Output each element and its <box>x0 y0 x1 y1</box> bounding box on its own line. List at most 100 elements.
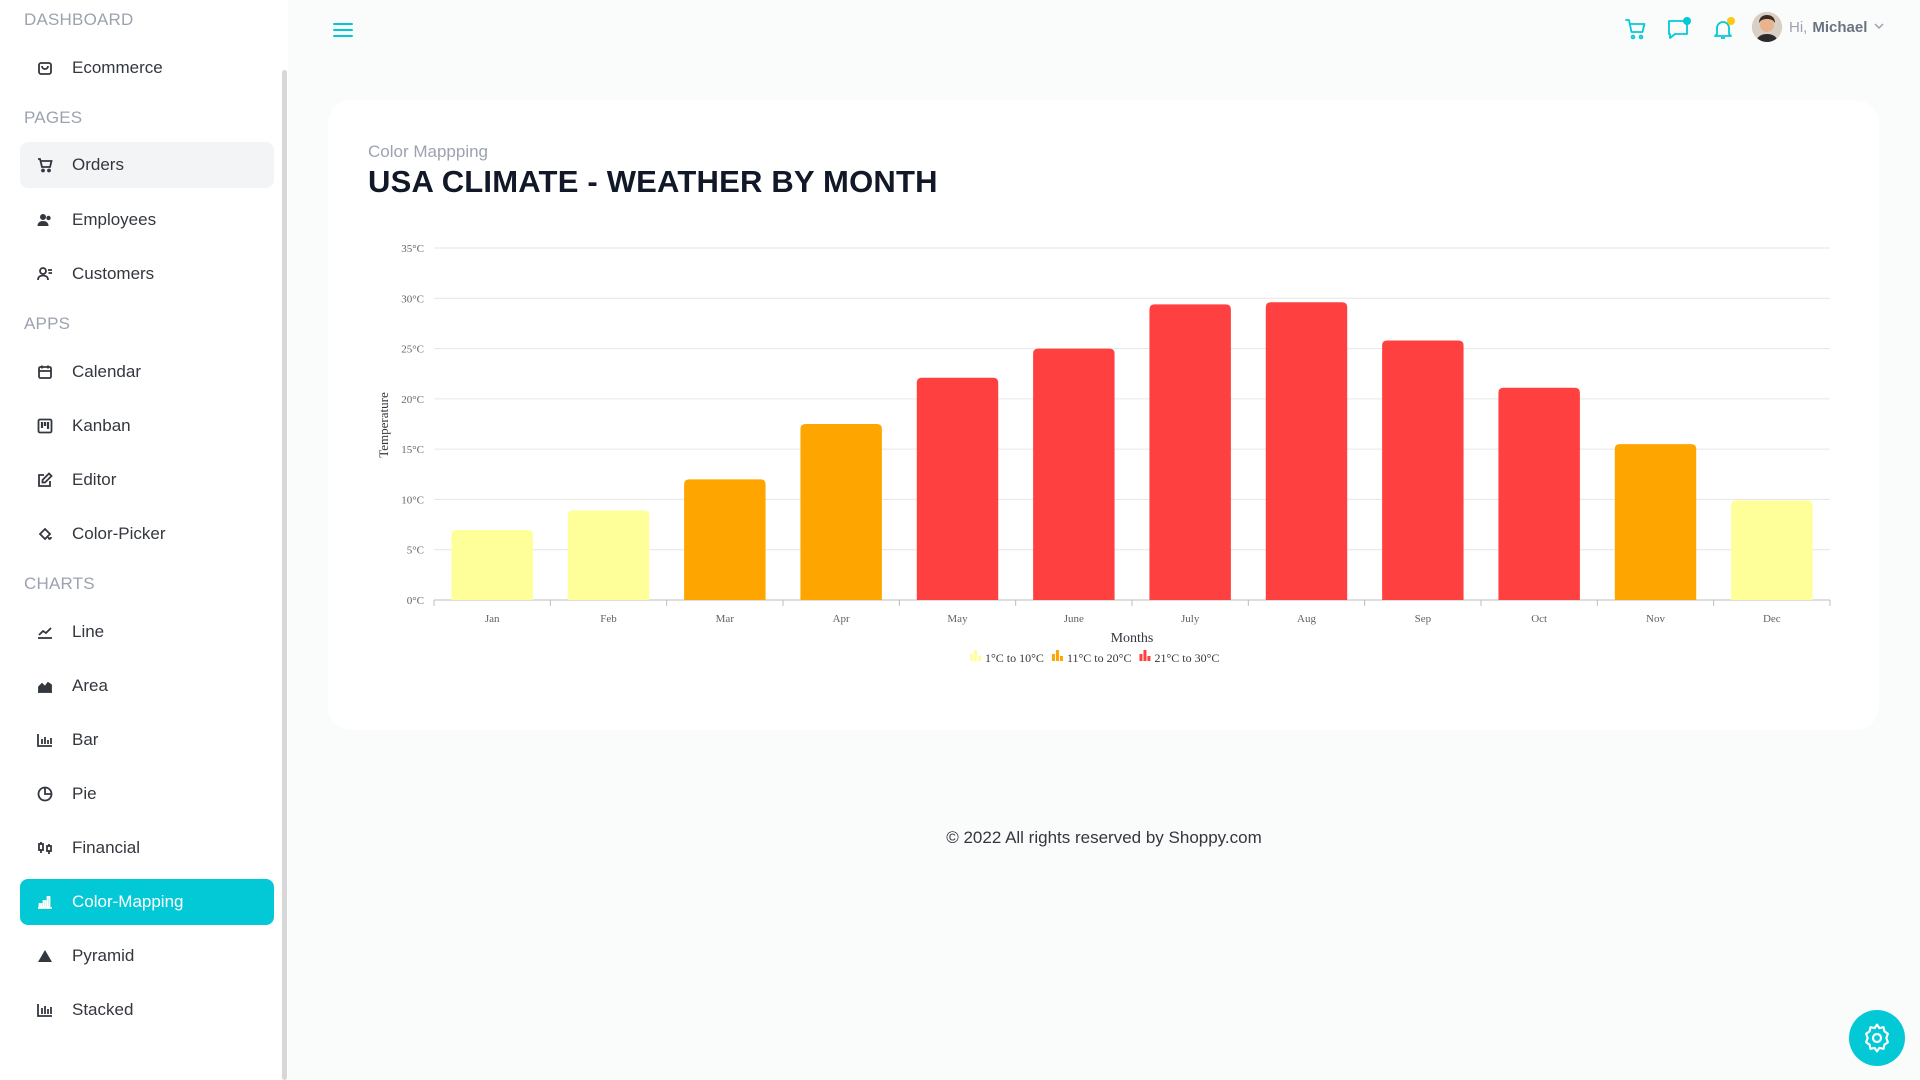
bar-chart-icon <box>36 731 54 749</box>
stacked-chart-icon <box>36 1001 54 1019</box>
x-tick-label: Mar <box>716 613 735 625</box>
user-greeting[interactable]: Hi, Michael <box>1789 19 1867 36</box>
bar-oct[interactable] <box>1498 387 1580 600</box>
sidebar-item-pie[interactable]: Pie <box>20 771 274 817</box>
sidebar-item-area[interactable]: Area <box>20 663 274 709</box>
calendar-icon <box>36 363 54 381</box>
sidebar-item-ecommerce[interactable]: Ecommerce <box>20 45 274 91</box>
employees-icon <box>36 211 54 229</box>
legend-swatch <box>978 656 981 661</box>
edit-icon <box>36 471 54 489</box>
sidebar-item-customers[interactable]: Customers <box>20 251 274 297</box>
x-tick-label: Nov <box>1646 613 1665 625</box>
legend-item[interactable]: 1°C to 10°C <box>970 650 1044 665</box>
bar-may[interactable] <box>916 377 999 600</box>
legend-swatch <box>970 654 973 661</box>
legend-item[interactable]: 11°C to 20°C <box>1051 650 1132 665</box>
x-tick-label: June <box>1064 613 1084 625</box>
chat-button[interactable] <box>1664 14 1694 44</box>
bar-nov[interactable] <box>1614 444 1697 600</box>
sidebar-item-label: Area <box>72 676 108 695</box>
financial-icon <box>36 839 54 857</box>
color-mapping-chart: Temperature Months 0°C 5°C 10°C 15°C 20°C 25°… <box>376 243 1831 665</box>
sidebar-item-employees[interactable]: Employees <box>20 197 274 243</box>
cart-icon <box>1625 19 1646 40</box>
legend-swatch <box>1059 656 1063 661</box>
sidebar-item-color-mapping[interactable]: Color-Mapping <box>20 879 274 925</box>
x-tick-label: Dec <box>1763 613 1781 625</box>
bar-jan[interactable] <box>451 530 533 600</box>
sidebar-item-label: Customers <box>72 264 155 283</box>
sidebar-item-color-picker[interactable]: Color-Picker <box>20 511 274 557</box>
sidebar-item-label: Color-Mapping <box>72 892 184 911</box>
x-tick-label: Jan <box>485 613 500 625</box>
cart-icon <box>36 156 54 174</box>
legend-item[interactable]: 21°C to 30°C <box>1139 650 1219 665</box>
settings-button[interactable] <box>1849 1010 1905 1066</box>
sidebar-section-apps: APPS <box>24 314 71 333</box>
sidebar-item-label: Kanban <box>72 416 131 435</box>
cart-button[interactable] <box>1621 14 1651 44</box>
sidebar-item-pyramid[interactable]: Pyramid <box>20 933 274 979</box>
legend-swatch <box>1139 654 1143 661</box>
menu-toggle-button[interactable] <box>330 18 358 42</box>
legend-swatch <box>1143 650 1147 661</box>
x-tick-label: Aug <box>1297 613 1316 625</box>
sidebar-item-label: Calendar <box>72 362 141 381</box>
area-chart-icon <box>36 677 54 695</box>
legend-label: 11°C to 20°C <box>1067 651 1132 665</box>
legend-swatch <box>1051 654 1055 661</box>
sidebar: DASHBOARD Ecommerce PAGES Orders Employe… <box>0 0 288 1080</box>
bar-dec[interactable] <box>1731 500 1813 600</box>
sidebar-item-calendar[interactable]: Calendar <box>20 349 274 395</box>
bell-icon <box>1714 21 1732 39</box>
avatar[interactable] <box>1752 12 1782 42</box>
y-tick-label: 25°C <box>401 344 424 356</box>
sidebar-item-orders[interactable]: Orders <box>20 142 274 188</box>
line-chart-icon <box>36 623 54 641</box>
bar-apr[interactable] <box>800 424 882 600</box>
y-tick-label: 10°C <box>401 494 424 506</box>
page-title: USA CLIMATE - WEATHER BY MONTH <box>368 164 938 199</box>
chevron-down-icon[interactable] <box>1874 22 1884 30</box>
bar-feb[interactable] <box>567 510 650 600</box>
x-tick-label: May <box>947 613 968 625</box>
sidebar-section-dashboard: DASHBOARD <box>24 10 134 29</box>
bar-aug[interactable] <box>1265 302 1348 600</box>
sidebar-section-pages: PAGES <box>24 108 83 127</box>
bar-mar[interactable] <box>684 479 766 600</box>
x-tick-label: Apr <box>833 613 850 625</box>
gear-icon <box>1865 1023 1889 1053</box>
sidebar-section-charts: CHARTS <box>24 574 95 593</box>
legend-swatch <box>1055 650 1059 661</box>
notification-button[interactable] <box>1708 14 1738 44</box>
page-category: Color Mappping <box>368 142 489 161</box>
x-tick-label: July <box>1181 613 1200 625</box>
y-tick-label: 5°C <box>407 545 424 557</box>
sidebar-item-kanban[interactable]: Kanban <box>20 403 274 449</box>
x-tick-label: Feb <box>600 613 617 625</box>
sidebar-item-label: Pie <box>72 784 97 803</box>
sidebar-item-label: Bar <box>72 730 99 749</box>
y-tick-label: 0°C <box>407 595 424 607</box>
notification-dot <box>1727 17 1735 25</box>
sidebar-item-bar[interactable]: Bar <box>20 717 274 763</box>
legend-label: 1°C to 10°C <box>985 651 1044 665</box>
sidebar-item-label: Line <box>72 622 105 641</box>
sidebar-item-label: Stacked <box>72 1000 134 1019</box>
sidebar-scrollbar[interactable] <box>282 70 287 1080</box>
sidebar-item-stacked[interactable]: Stacked <box>20 987 274 1033</box>
bar-june[interactable] <box>1033 348 1115 600</box>
sidebar-item-editor[interactable]: Editor <box>20 457 274 503</box>
sidebar-item-label: Color-Picker <box>72 524 166 543</box>
legend-label: 21°C to 30°C <box>1154 651 1219 665</box>
bar-sep[interactable] <box>1382 340 1464 600</box>
sidebar-item-line[interactable]: Line <box>20 609 274 655</box>
y-tick-label: 30°C <box>401 293 424 305</box>
sidebar-item-label: Editor <box>72 470 117 489</box>
sidebar-item-financial[interactable]: Financial <box>20 825 274 871</box>
bar-july[interactable] <box>1149 304 1231 600</box>
user-name: Michael <box>1812 19 1868 36</box>
color-mapping-icon <box>36 893 54 911</box>
sidebar-item-label: Employees <box>72 210 157 229</box>
